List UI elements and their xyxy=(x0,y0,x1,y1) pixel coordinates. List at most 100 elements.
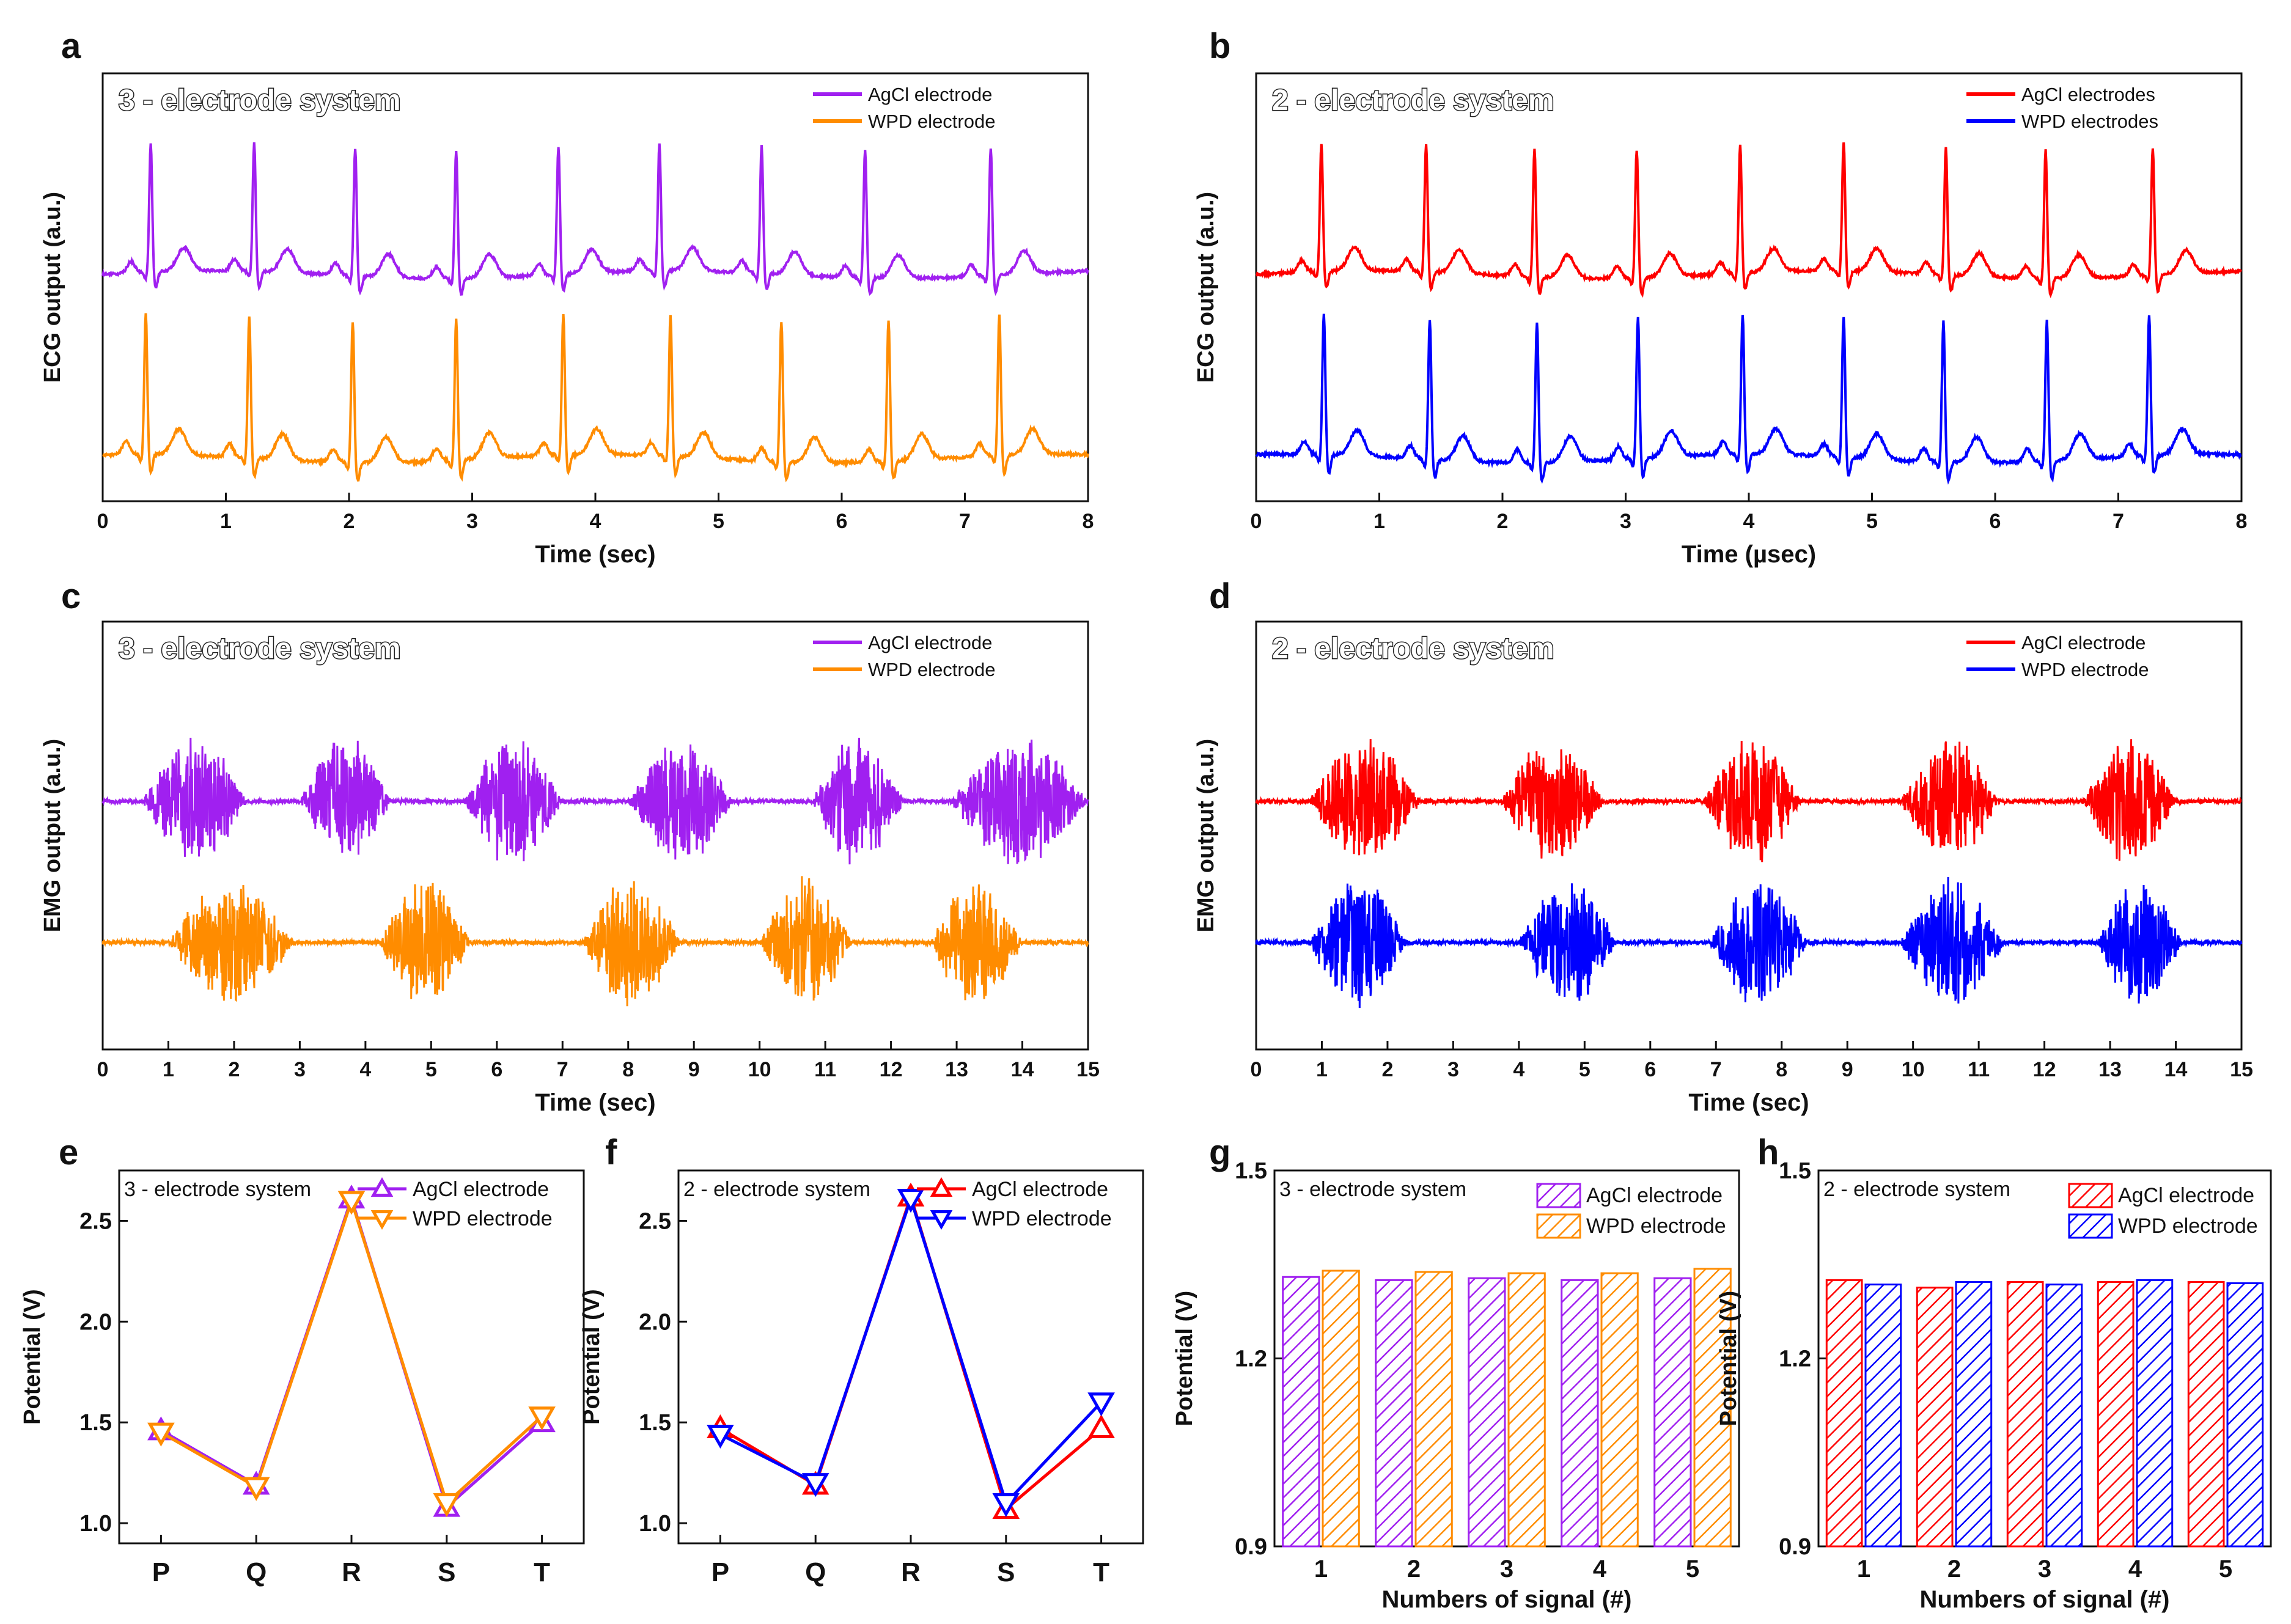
legend-marker xyxy=(370,1210,394,1230)
x-tick-label: S xyxy=(438,1557,455,1587)
legend-swatch xyxy=(1536,1213,1581,1239)
series-line-0 xyxy=(1255,739,2242,862)
data-point-1-3 xyxy=(992,1493,1020,1518)
x-tick-label: 1 xyxy=(163,1058,174,1081)
y-tick-label: 2.5 xyxy=(639,1208,671,1234)
x-tick-label: 4 xyxy=(359,1058,371,1081)
x-tick-label: 3 xyxy=(294,1058,306,1081)
x-tick-label: 4 xyxy=(1743,510,1755,533)
x-tick-label: Q xyxy=(805,1557,826,1587)
legend-label: WPD electrode xyxy=(972,1207,1112,1230)
x-tick-label: 15 xyxy=(2230,1058,2253,1081)
y-tick-label: 1.5 xyxy=(639,1410,671,1436)
x-tick-label: 3 xyxy=(1500,1556,1513,1582)
x-tick-label: R xyxy=(901,1557,921,1587)
data-point-1-1 xyxy=(801,1473,829,1497)
legend-label: AgCl electrode xyxy=(868,84,992,105)
chart-title: 3 - electrode system xyxy=(119,84,401,117)
x-tick-label: 11 xyxy=(1968,1058,1990,1081)
legend-label: AgCl electrode xyxy=(868,632,992,653)
x-tick-label: 3 xyxy=(2038,1556,2051,1582)
panel-a: a 0 1 2 3 4 5 6 7 8 ECG output (a.u.) Time (sec) 3 -… xyxy=(40,26,1094,568)
data-point-0-4 xyxy=(1087,1414,1115,1439)
x-tick-label: 1 xyxy=(1373,510,1385,533)
data-point-1-4 xyxy=(528,1406,556,1431)
y-tick-label: 1.5 xyxy=(1235,1158,1267,1184)
x-tick-label: 12 xyxy=(2033,1058,2056,1081)
plot-frame xyxy=(1255,72,2243,502)
y-tick-label: 2.5 xyxy=(79,1208,112,1234)
panel-f: f 1.0 1.5 2.0 2.5 P Q R S T 2 - electrode system Ag… xyxy=(579,1133,1144,1587)
x-tick-label: 0 xyxy=(97,1058,109,1081)
x-tick-label: 10 xyxy=(1902,1058,1925,1081)
x-tick-label: 4 xyxy=(1513,1058,1524,1081)
bar-1-0 xyxy=(1322,1269,1360,1548)
panel-label: c xyxy=(61,576,81,616)
x-tick-label: 1 xyxy=(220,510,232,533)
bar-1-0 xyxy=(1864,1284,1902,1548)
x-tick-label: 13 xyxy=(945,1058,968,1081)
y-axis-label: Potential (V) xyxy=(1172,1291,1197,1427)
y-axis-label: EMG output (a.u.) xyxy=(40,739,65,933)
x-tick-label: 5 xyxy=(713,510,724,533)
plot-frame xyxy=(101,620,1089,1051)
x-tick-label: 2 xyxy=(1381,1058,1393,1081)
data-point-1-3 xyxy=(433,1493,461,1518)
x-tick-label: 6 xyxy=(1990,510,2001,533)
series-line-1 xyxy=(101,876,1089,1007)
x-tick-label: 0 xyxy=(1251,1058,1262,1081)
bar-1-4 xyxy=(1693,1268,1732,1548)
x-tick-label: 0 xyxy=(1251,510,1262,533)
chart-title: 2 - electrode system xyxy=(1823,1178,2010,1201)
x-tick-label: 0 xyxy=(97,510,109,533)
panel-label: a xyxy=(61,26,81,66)
y-axis-label: Potential (V) xyxy=(579,1289,605,1425)
legend-marker xyxy=(370,1177,394,1197)
panel-b: b 0 1 2 3 4 5 6 7 8 ECG output (a.u.) Time (µsec) 2 … xyxy=(1193,26,2247,568)
legend-marker xyxy=(930,1210,953,1230)
x-tick-label: 6 xyxy=(836,510,848,533)
bar-0-2 xyxy=(2006,1280,2044,1548)
x-tick-label: 13 xyxy=(2098,1058,2122,1081)
panel-label: g xyxy=(1209,1133,1230,1172)
legend-label: AgCl electrode xyxy=(2021,632,2146,653)
legend-label: AgCl electrode xyxy=(972,1178,1108,1201)
x-tick-label: 5 xyxy=(2219,1556,2232,1582)
x-tick-label: 2 xyxy=(228,1058,240,1081)
series-line-1 xyxy=(1255,314,2242,485)
series-line-1 xyxy=(102,313,1089,483)
bar-1-3 xyxy=(1600,1272,1639,1548)
bar-0-3 xyxy=(2097,1280,2135,1548)
bar-0-1 xyxy=(1916,1287,1954,1548)
y-axis-label: ECG output (a.u.) xyxy=(40,192,65,383)
x-axis-label: Numbers of signal (#) xyxy=(1920,1586,2170,1613)
x-tick-label: 3 xyxy=(1620,510,1631,533)
x-axis-label: Time (sec) xyxy=(535,1089,655,1116)
y-tick-label: 0.9 xyxy=(1235,1534,1267,1560)
x-tick-label: 8 xyxy=(1776,1058,1787,1081)
bar-0-0 xyxy=(1282,1276,1320,1548)
x-tick-label: 4 xyxy=(1593,1556,1607,1582)
bar-1-4 xyxy=(2226,1282,2264,1548)
x-tick-label: 7 xyxy=(1710,1058,1722,1081)
legend-label: AgCl electrode xyxy=(413,1178,549,1201)
bar-0-4 xyxy=(1653,1277,1692,1548)
x-tick-label: 6 xyxy=(491,1058,502,1081)
x-tick-label: 14 xyxy=(2164,1058,2188,1081)
series-line-0 xyxy=(1255,142,2242,298)
x-tick-label: T xyxy=(1093,1557,1109,1587)
x-tick-label: 4 xyxy=(590,510,601,533)
legend-label: AgCl electrode xyxy=(1586,1184,1723,1207)
legend-swatch xyxy=(2068,1183,2113,1208)
x-tick-label: 8 xyxy=(622,1058,634,1081)
y-axis-label: EMG output (a.u.) xyxy=(1193,739,1219,933)
x-axis-label: Time (sec) xyxy=(1688,1089,1809,1116)
x-tick-label: 2 xyxy=(1497,510,1509,533)
panel-label: d xyxy=(1209,576,1230,616)
x-tick-label: 5 xyxy=(425,1058,437,1081)
series-line-0 xyxy=(101,142,1089,296)
data-point-1-4 xyxy=(1087,1392,1115,1417)
panel-label: e xyxy=(59,1133,78,1172)
